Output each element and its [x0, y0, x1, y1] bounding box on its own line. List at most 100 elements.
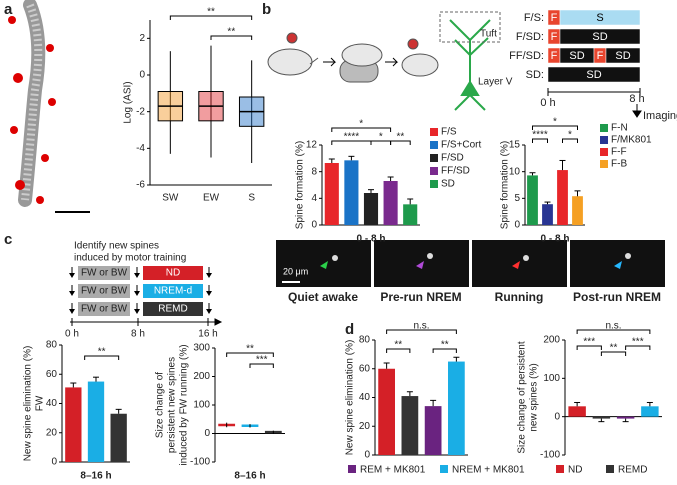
significance-bracket	[432, 348, 457, 353]
bar	[424, 406, 442, 455]
significance-label: ***	[256, 355, 268, 366]
y-axis-label: Spine formation (%)	[295, 141, 306, 229]
arrow-head	[134, 273, 140, 278]
y-tick-label: 0	[204, 428, 210, 439]
bar	[87, 381, 105, 462]
image-caption: Post-run NREM	[573, 290, 661, 304]
protocol-segment-label: F	[597, 50, 604, 62]
y-tick-label: 100	[193, 400, 210, 411]
bar	[641, 406, 659, 417]
protocol-label: F/SD:	[516, 31, 544, 43]
legend-label: FF/SD	[441, 166, 470, 177]
legend-label: F/S+Cort	[441, 140, 482, 151]
significance-bracket	[249, 363, 274, 368]
panel-label: c	[4, 231, 12, 248]
bar	[324, 163, 339, 225]
y-tick-label: 12	[306, 140, 318, 151]
x-tick-label: S	[248, 193, 255, 204]
legend-label: NREM + MK801	[452, 465, 525, 476]
y-tick-label: 2	[139, 33, 145, 44]
training-box	[78, 284, 130, 298]
y-tick-label: -6	[136, 180, 145, 191]
y-tick-label: 15	[509, 140, 521, 151]
significance-bracket	[210, 35, 253, 40]
bar	[403, 204, 418, 225]
legend-swatch	[600, 148, 608, 156]
legend-label: ND	[568, 465, 582, 476]
y-tick-label: 80	[359, 335, 371, 346]
y-tick-label: -100	[540, 450, 560, 461]
significance-bracket	[226, 352, 274, 357]
x-axis-label: 8–16 h	[234, 471, 265, 482]
significance-bracket	[386, 348, 411, 353]
protocol-segment	[547, 66, 641, 83]
y-axis-label: Size change of persistent	[517, 341, 528, 454]
y-tick-label: 200	[193, 371, 210, 382]
condition-box	[143, 302, 203, 316]
condition-box	[143, 284, 203, 298]
y-axis-label: induced by FW running (%)	[179, 344, 190, 465]
bar	[448, 361, 465, 455]
bar	[542, 204, 553, 225]
significance-label: **	[397, 132, 405, 143]
significance-label: **	[441, 340, 449, 351]
scale-label: 20 μm	[283, 266, 308, 276]
legend-label: REM + MK801	[360, 465, 426, 476]
protocol-segment	[605, 47, 641, 64]
y-tick-label: -4	[136, 143, 145, 154]
protocol-title: Identify new spines	[74, 241, 159, 252]
bar	[527, 175, 538, 225]
arrow-head	[69, 309, 75, 314]
legend-swatch	[348, 465, 356, 473]
legend-label: F-F	[611, 147, 627, 158]
panel-label: a	[4, 1, 13, 18]
legend-label: F-B	[611, 159, 627, 170]
significance-label: **	[610, 343, 618, 354]
y-tick-label: 100	[543, 373, 560, 384]
significance-bracket	[169, 15, 253, 20]
significance-bracket	[386, 329, 457, 334]
protocol-label: SD:	[526, 69, 544, 81]
legend-swatch	[430, 167, 438, 175]
y-tick-label: 0	[554, 411, 560, 422]
legend-swatch	[430, 128, 438, 136]
y-tick-label: 0	[139, 70, 145, 81]
training-label: FW or BW	[81, 304, 128, 315]
y-tick-label: 40	[359, 392, 371, 403]
condition-box	[143, 266, 203, 280]
protocol-tick: 8 h	[131, 329, 145, 340]
mouse-schematic	[267, 32, 439, 83]
y-tick-label: 80	[46, 340, 58, 351]
y-tick-label: 0	[51, 457, 57, 468]
significance-label: **	[98, 347, 106, 358]
protocol-tick: 0 h	[65, 329, 79, 340]
x-tick-label: EW	[203, 193, 220, 204]
protocol-segment-label: S	[596, 12, 603, 24]
significance-label: *	[553, 117, 557, 128]
significance-bracket	[625, 345, 651, 350]
y-axis-label: New spine elimination (%)	[345, 340, 356, 456]
significance-bracket	[84, 355, 120, 360]
image-caption: Pre-run NREM	[380, 290, 461, 304]
protocol-tick: 16 h	[198, 329, 217, 340]
bar	[110, 413, 127, 462]
bar	[557, 170, 568, 225]
y-tick-label: 300	[193, 343, 210, 354]
y-tick-label: 10	[509, 166, 521, 177]
protocol-segment-label: F	[551, 12, 558, 24]
y-tick-label: 5	[514, 193, 520, 204]
legend-swatch	[556, 465, 564, 473]
bar	[363, 193, 379, 225]
legend-swatch	[430, 154, 438, 162]
arrow-head	[69, 273, 75, 278]
neuron-schematic	[439, 11, 501, 111]
y-tick-label: 0	[311, 220, 317, 231]
bar	[378, 368, 395, 455]
significance-label: **	[207, 7, 215, 18]
protocol-axis	[70, 318, 223, 326]
y-tick-label: 8	[311, 166, 317, 177]
legend-swatch	[600, 124, 608, 132]
arrow-head	[206, 309, 212, 314]
significance-bracket	[532, 138, 548, 143]
